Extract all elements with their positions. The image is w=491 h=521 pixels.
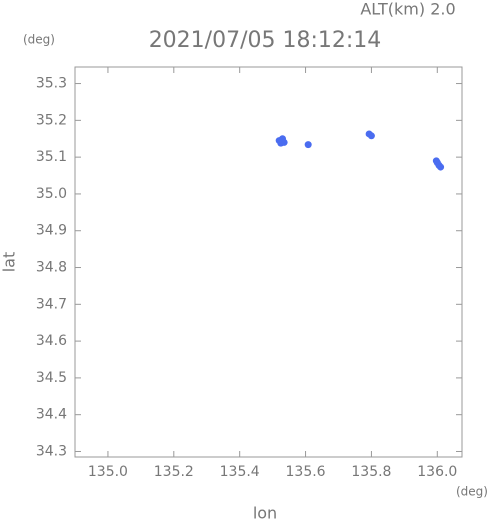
y-tick-label: 35.2 — [36, 112, 67, 128]
y-tick-label: 34.9 — [36, 223, 67, 239]
chart-subtitle: ALT(km) 2.0 — [360, 0, 455, 19]
x-axis-label: lon — [253, 504, 277, 521]
y-tick-label: 35.0 — [36, 186, 67, 202]
y-tick-label: 35.3 — [36, 76, 67, 92]
plot-frame — [74, 66, 463, 458]
x-tick-label: 135.0 — [88, 464, 128, 480]
point — [367, 132, 375, 140]
x-unit: (deg) — [456, 485, 488, 499]
x-tick-label: 135.4 — [220, 464, 260, 480]
point — [278, 137, 286, 145]
chart-title: 2021/07/05 18:12:14 — [149, 28, 382, 53]
point — [304, 141, 312, 149]
y-tick-label: 34.8 — [36, 260, 67, 276]
x-tick-label: 135.2 — [154, 464, 194, 480]
y-tick-label: 35.1 — [36, 149, 67, 165]
x-tick-label: 136.0 — [417, 464, 457, 480]
x-tick-label: 135.8 — [351, 464, 391, 480]
point — [437, 163, 445, 171]
y-unit: (deg) — [23, 33, 55, 47]
y-tick-label: 34.3 — [36, 443, 67, 459]
y-tick-label: 34.5 — [36, 370, 67, 386]
y-tick-label: 34.7 — [36, 296, 67, 312]
y-tick-label: 34.6 — [36, 333, 67, 349]
y-axis-label: lat — [0, 252, 19, 273]
y-tick-label: 34.4 — [36, 407, 67, 423]
x-tick-label: 135.6 — [286, 464, 326, 480]
